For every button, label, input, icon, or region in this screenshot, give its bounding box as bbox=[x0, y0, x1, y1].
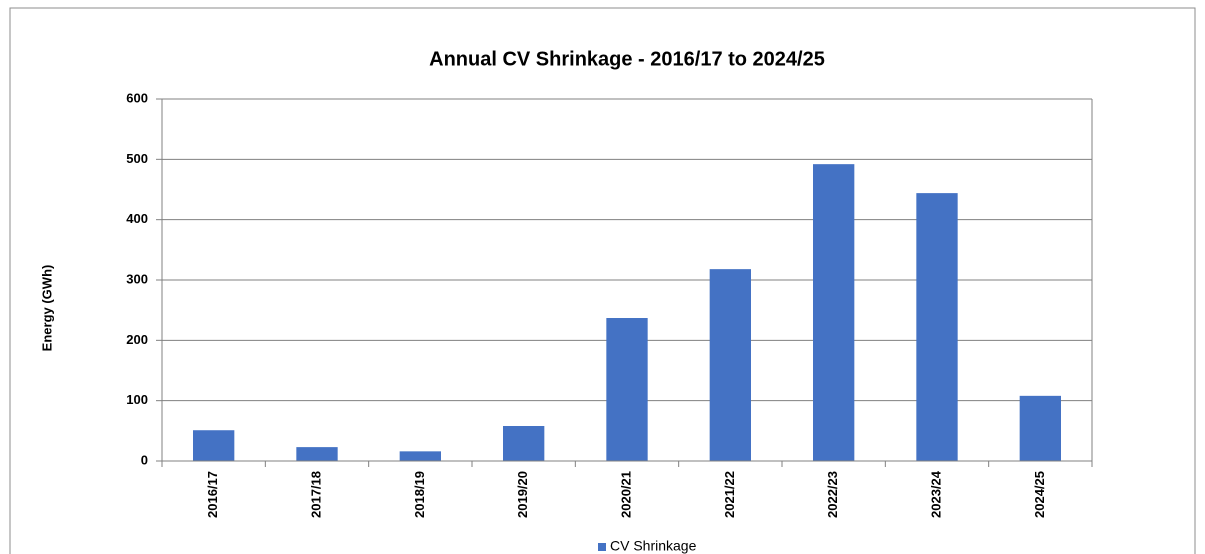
chart-frame bbox=[9, 7, 1196, 554]
y-tick-label: 200 bbox=[126, 332, 148, 347]
bar bbox=[503, 426, 545, 461]
y-tick-label: 500 bbox=[126, 151, 148, 166]
bar bbox=[296, 447, 338, 461]
x-tick-label: 2016/17 bbox=[205, 471, 220, 518]
y-tick-label: 400 bbox=[126, 211, 148, 226]
y-tick-label: 100 bbox=[126, 392, 148, 407]
y-tick-label: 600 bbox=[126, 90, 148, 105]
bar bbox=[709, 269, 751, 461]
x-tick-label: 2020/21 bbox=[618, 471, 633, 518]
bar bbox=[1019, 395, 1061, 461]
x-tick-label: 2018/19 bbox=[412, 471, 427, 518]
bar bbox=[813, 164, 855, 461]
y-tick-label: 300 bbox=[126, 271, 148, 286]
x-tick-label: 2021/22 bbox=[722, 471, 737, 518]
bar bbox=[193, 430, 235, 461]
x-tick-label: 2024/25 bbox=[1032, 471, 1047, 518]
bar bbox=[916, 193, 958, 461]
chart-title: Annual CV Shrinkage - 2016/17 to 2024/25 bbox=[429, 48, 825, 70]
x-tick-label: 2023/24 bbox=[928, 470, 943, 518]
x-tick-label: 2019/20 bbox=[515, 471, 530, 518]
bar bbox=[606, 318, 648, 461]
x-tick-label: 2017/18 bbox=[308, 471, 323, 518]
y-axis-label: Energy (GWh) bbox=[39, 265, 54, 352]
x-tick-label: 2022/23 bbox=[825, 471, 840, 518]
legend-label: CV Shrinkage bbox=[610, 538, 697, 554]
legend-swatch bbox=[598, 543, 606, 551]
bar bbox=[399, 451, 441, 461]
y-tick-label: 0 bbox=[141, 452, 148, 467]
